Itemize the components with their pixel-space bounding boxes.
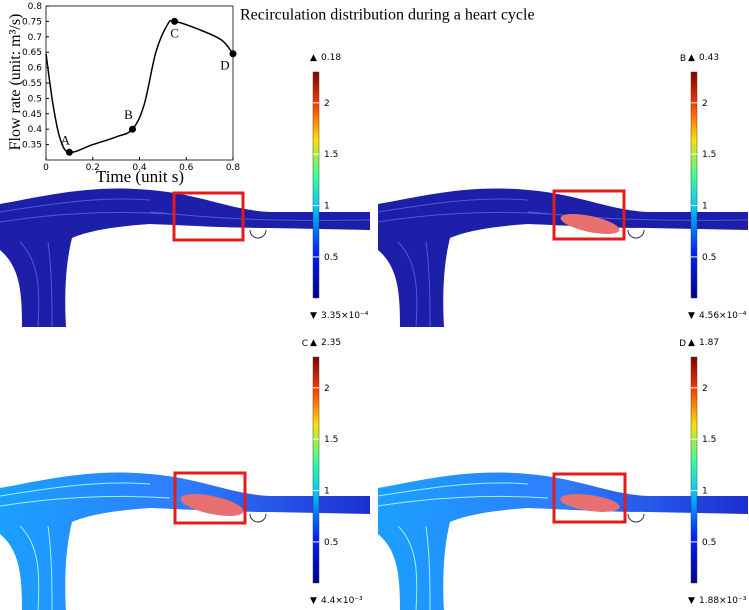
colorbar-tick-label: 0.5 xyxy=(324,253,338,263)
colorbar-tick-label: 1 xyxy=(324,487,330,497)
min-label: 3.35×10⁻⁴ xyxy=(321,311,369,321)
y-tick-label: 0.35 xyxy=(22,141,42,151)
colorbar-tick-label: 1.5 xyxy=(324,435,338,445)
phase-point xyxy=(65,148,73,156)
min-label: 4.4×10⁻³ xyxy=(321,596,363,606)
colorbar-tick-label: 1 xyxy=(702,487,708,497)
colorbar-tick-label: 2 xyxy=(702,384,708,394)
colorbar-tick-label: 2 xyxy=(702,99,708,109)
max-label: 2.35 xyxy=(321,338,341,348)
x-tick-label: 0.2 xyxy=(86,163,100,173)
colorbar-tick-label: 1.5 xyxy=(702,435,716,445)
colorbar: 0.5 1 1.5 2 ▲ 0.43 ▼ 4.56×10⁻⁴ B xyxy=(680,53,747,321)
colorbar: 0.5 1 1.5 2 ▲ 1.87 ▼ 1.88×10⁻³ D xyxy=(679,338,747,606)
phase-point xyxy=(128,125,136,133)
y-tick-label: 0.6 xyxy=(28,64,43,74)
max-marker: ▲ xyxy=(688,338,695,348)
y-tick-label: 0.7 xyxy=(28,33,42,43)
colorbar: 0.5 1 1.5 2 ▲ 0.18 ▼ 3.35×10⁻⁴ xyxy=(310,53,369,321)
colorbar-tick-label: 1.5 xyxy=(702,150,716,160)
colorbar-tick-label: 1.5 xyxy=(324,150,338,160)
colorbar-tick-label: 0.5 xyxy=(702,253,716,263)
max-marker: ▲ xyxy=(310,338,317,348)
colorbar-scale xyxy=(312,356,320,584)
min-marker: ▼ xyxy=(688,596,695,606)
max-marker: ▲ xyxy=(310,53,317,63)
x-tick-label: 0 xyxy=(43,163,49,173)
phase-label: C xyxy=(170,25,179,40)
plot-area xyxy=(45,5,234,161)
phase-label: D xyxy=(220,58,229,73)
panel-label: D xyxy=(679,339,686,349)
colorbar-scale xyxy=(690,356,698,584)
phase-point xyxy=(229,50,237,58)
y-tick-label: 0.4 xyxy=(28,125,43,135)
y-axis-label: Flow rate (unit: m³/s) xyxy=(7,14,24,151)
colorbar-tick-label: 1 xyxy=(324,202,330,212)
max-label: 0.18 xyxy=(321,53,341,63)
y-tick-label: 0.5 xyxy=(28,94,42,104)
panel-label: C xyxy=(302,339,308,349)
y-tick-label: 0.55 xyxy=(22,79,42,89)
colorbar-tick-label: 2 xyxy=(324,384,330,394)
max-label: 0.43 xyxy=(699,53,719,63)
min-marker: ▼ xyxy=(310,596,317,606)
max-marker: ▲ xyxy=(688,53,695,63)
colorbar-tick-label: 1 xyxy=(702,202,708,212)
x-axis-label: Time (unit s) xyxy=(96,167,184,186)
colorbar-tick-label: 0.5 xyxy=(324,538,338,548)
y-tick-label: 0.8 xyxy=(28,2,43,12)
min-marker: ▼ xyxy=(310,311,317,321)
colorbar: 0.5 1 1.5 2 ▲ 2.35 ▼ 4.4×10⁻³ C xyxy=(302,338,363,606)
flow-panel xyxy=(377,187,749,328)
x-tick-label: 0.6 xyxy=(179,163,194,173)
phase-point xyxy=(171,17,179,25)
colorbar-scale xyxy=(312,71,320,299)
flow-curve xyxy=(45,19,234,154)
flow-panel xyxy=(0,471,371,610)
phase-label: B xyxy=(124,107,133,122)
min-label: 1.88×10⁻³ xyxy=(699,596,747,606)
chart-title: Recirculation distribution during a hear… xyxy=(240,7,535,24)
x-tick-label: 0.4 xyxy=(132,163,147,173)
flow-panel xyxy=(0,187,371,328)
y-tick-label: 0.65 xyxy=(22,48,42,58)
colorbar-tick-label: 2 xyxy=(324,99,330,109)
max-label: 1.87 xyxy=(699,338,719,348)
min-marker: ▼ xyxy=(688,311,695,321)
min-label: 4.56×10⁻⁴ xyxy=(699,311,747,321)
y-tick-label: 0.75 xyxy=(22,17,42,27)
flow-panel xyxy=(377,471,749,610)
phase-label: A xyxy=(61,132,71,147)
colorbar-scale xyxy=(690,71,698,299)
x-tick-label: 0.8 xyxy=(226,163,241,173)
colorbar-tick-label: 0.5 xyxy=(702,538,716,548)
y-tick-label: 0.45 xyxy=(22,110,42,120)
panel-label: B xyxy=(680,54,686,64)
